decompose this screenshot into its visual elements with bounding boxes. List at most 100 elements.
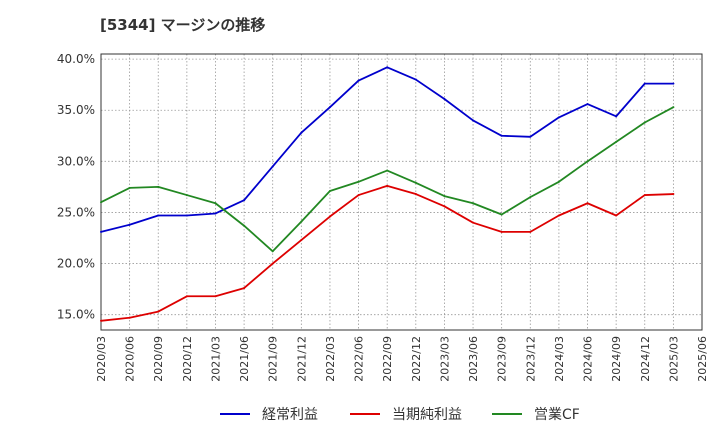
x-tick-label: 2025/06 [696, 336, 709, 382]
legend-label-series-1: 当期純利益 [392, 407, 462, 423]
data-point-series-2 [615, 140, 618, 143]
x-tick-label: 2021/06 [238, 336, 251, 382]
data-point-series-2 [157, 185, 160, 188]
legend-item-series-2: 営業CF [492, 404, 580, 424]
data-point-series-0 [557, 116, 560, 119]
tick-label-layer: 15.0% 20.0% 25.0% 30.0% 35.0% 40.0% 2020/03 202… [57, 52, 709, 382]
legend-swatch-series-1 [350, 413, 380, 415]
data-point-series-0 [328, 106, 331, 109]
legend: 経常利益 当期純利益 営業CF [0, 404, 720, 428]
axis-layer [100, 53, 703, 331]
data-point-series-1 [185, 295, 188, 298]
y-tick-label: 30.0% [57, 154, 95, 168]
data-point-series-0 [300, 131, 303, 134]
data-point-series-2 [472, 202, 475, 205]
data-point-series-2 [643, 121, 646, 124]
data-point-series-1 [557, 214, 560, 217]
data-point-series-2 [243, 224, 246, 227]
legend-swatch-series-0 [220, 413, 250, 415]
y-tick-label: 20.0% [57, 257, 95, 271]
data-point-series-1 [243, 287, 246, 290]
data-point-series-2 [586, 160, 589, 163]
data-point-series-1 [472, 221, 475, 224]
data-point-series-0 [443, 97, 446, 100]
data-point-series-2 [672, 106, 675, 109]
data-point-series-2 [557, 180, 560, 183]
y-tick-label: 40.0% [57, 52, 95, 66]
data-point-series-0 [615, 115, 618, 118]
data-point-series-2 [300, 220, 303, 223]
x-tick-label: 2024/12 [639, 336, 652, 382]
data-point-series-1 [414, 193, 417, 196]
data-point-series-2 [500, 213, 503, 216]
x-tick-label: 2022/09 [381, 336, 394, 382]
chart-title: [5344] マージンの推移 [100, 16, 266, 34]
x-tick-label: 2020/03 [95, 336, 108, 382]
data-point-series-2 [357, 180, 360, 183]
x-tick-label: 2021/09 [267, 336, 280, 382]
data-point-series-1 [443, 205, 446, 208]
data-point-series-2 [328, 189, 331, 192]
data-point-series-0 [586, 103, 589, 106]
data-point-series-0 [357, 79, 360, 82]
x-tick-label: 2023/12 [524, 336, 537, 382]
x-tick-label: 2020/06 [124, 336, 137, 382]
data-point-series-0 [672, 82, 675, 85]
legend-label-series-0: 経常利益 [262, 407, 318, 423]
data-point-series-0 [414, 78, 417, 81]
x-tick-label: 2024/03 [553, 336, 566, 382]
grid-layer [101, 54, 702, 330]
data-point-series-1 [214, 295, 217, 298]
x-tick-label: 2024/06 [582, 336, 595, 382]
chart-plot: 15.0% 20.0% 25.0% 30.0% 35.0% 40.0% 2020/03 202… [57, 52, 709, 382]
data-point-series-0 [529, 135, 532, 138]
data-point-series-2 [214, 202, 217, 205]
data-point-series-1 [615, 214, 618, 217]
x-tick-label: 2023/03 [438, 336, 451, 382]
x-tick-label: 2020/12 [181, 336, 194, 382]
x-tick-label: 2021/12 [295, 336, 308, 382]
data-point-series-1 [271, 262, 274, 265]
legend-item-series-0: 経常利益 [220, 404, 318, 424]
x-tick-label: 2023/09 [496, 336, 509, 382]
data-point-series-0 [271, 165, 274, 168]
data-point-series-2 [414, 181, 417, 184]
data-point-series-0 [643, 82, 646, 85]
x-tick-label: 2020/09 [152, 336, 165, 382]
data-point-series-2 [386, 169, 389, 172]
data-point-series-2 [443, 195, 446, 198]
data-point-series-1 [300, 239, 303, 242]
data-point-series-1 [586, 202, 589, 205]
data-point-series-0 [386, 66, 389, 69]
data-point-series-0 [157, 214, 160, 217]
legend-item-series-1: 当期純利益 [350, 404, 462, 424]
data-point-series-1 [100, 319, 102, 322]
data-point-series-2 [271, 250, 274, 253]
data-point-series-1 [529, 230, 532, 233]
y-tick-label: 35.0% [57, 103, 95, 117]
x-tick-label: 2025/03 [667, 336, 680, 382]
data-point-series-0 [100, 230, 102, 233]
series-layer [100, 66, 675, 322]
legend-label-series-2: 営業CF [534, 407, 580, 423]
data-point-series-1 [672, 193, 675, 196]
data-point-series-0 [243, 199, 246, 202]
data-point-series-1 [643, 194, 646, 197]
x-tick-label: 2021/03 [209, 336, 222, 382]
data-point-series-2 [185, 194, 188, 197]
data-point-series-1 [328, 215, 331, 218]
plot-frame [100, 53, 703, 331]
data-point-series-0 [214, 212, 217, 215]
x-tick-label: 2022/06 [353, 336, 366, 382]
data-point-series-1 [500, 230, 503, 233]
data-point-series-0 [128, 223, 131, 226]
series-line-1 [100, 184, 674, 322]
data-point-series-1 [386, 184, 389, 187]
data-point-series-2 [529, 196, 532, 199]
data-point-series-0 [500, 134, 503, 137]
x-tick-label: 2022/03 [324, 336, 337, 382]
legend-swatch-series-2 [492, 413, 522, 415]
data-point-series-0 [472, 119, 475, 122]
data-point-series-0 [185, 214, 188, 217]
x-tick-label: 2022/12 [410, 336, 423, 382]
